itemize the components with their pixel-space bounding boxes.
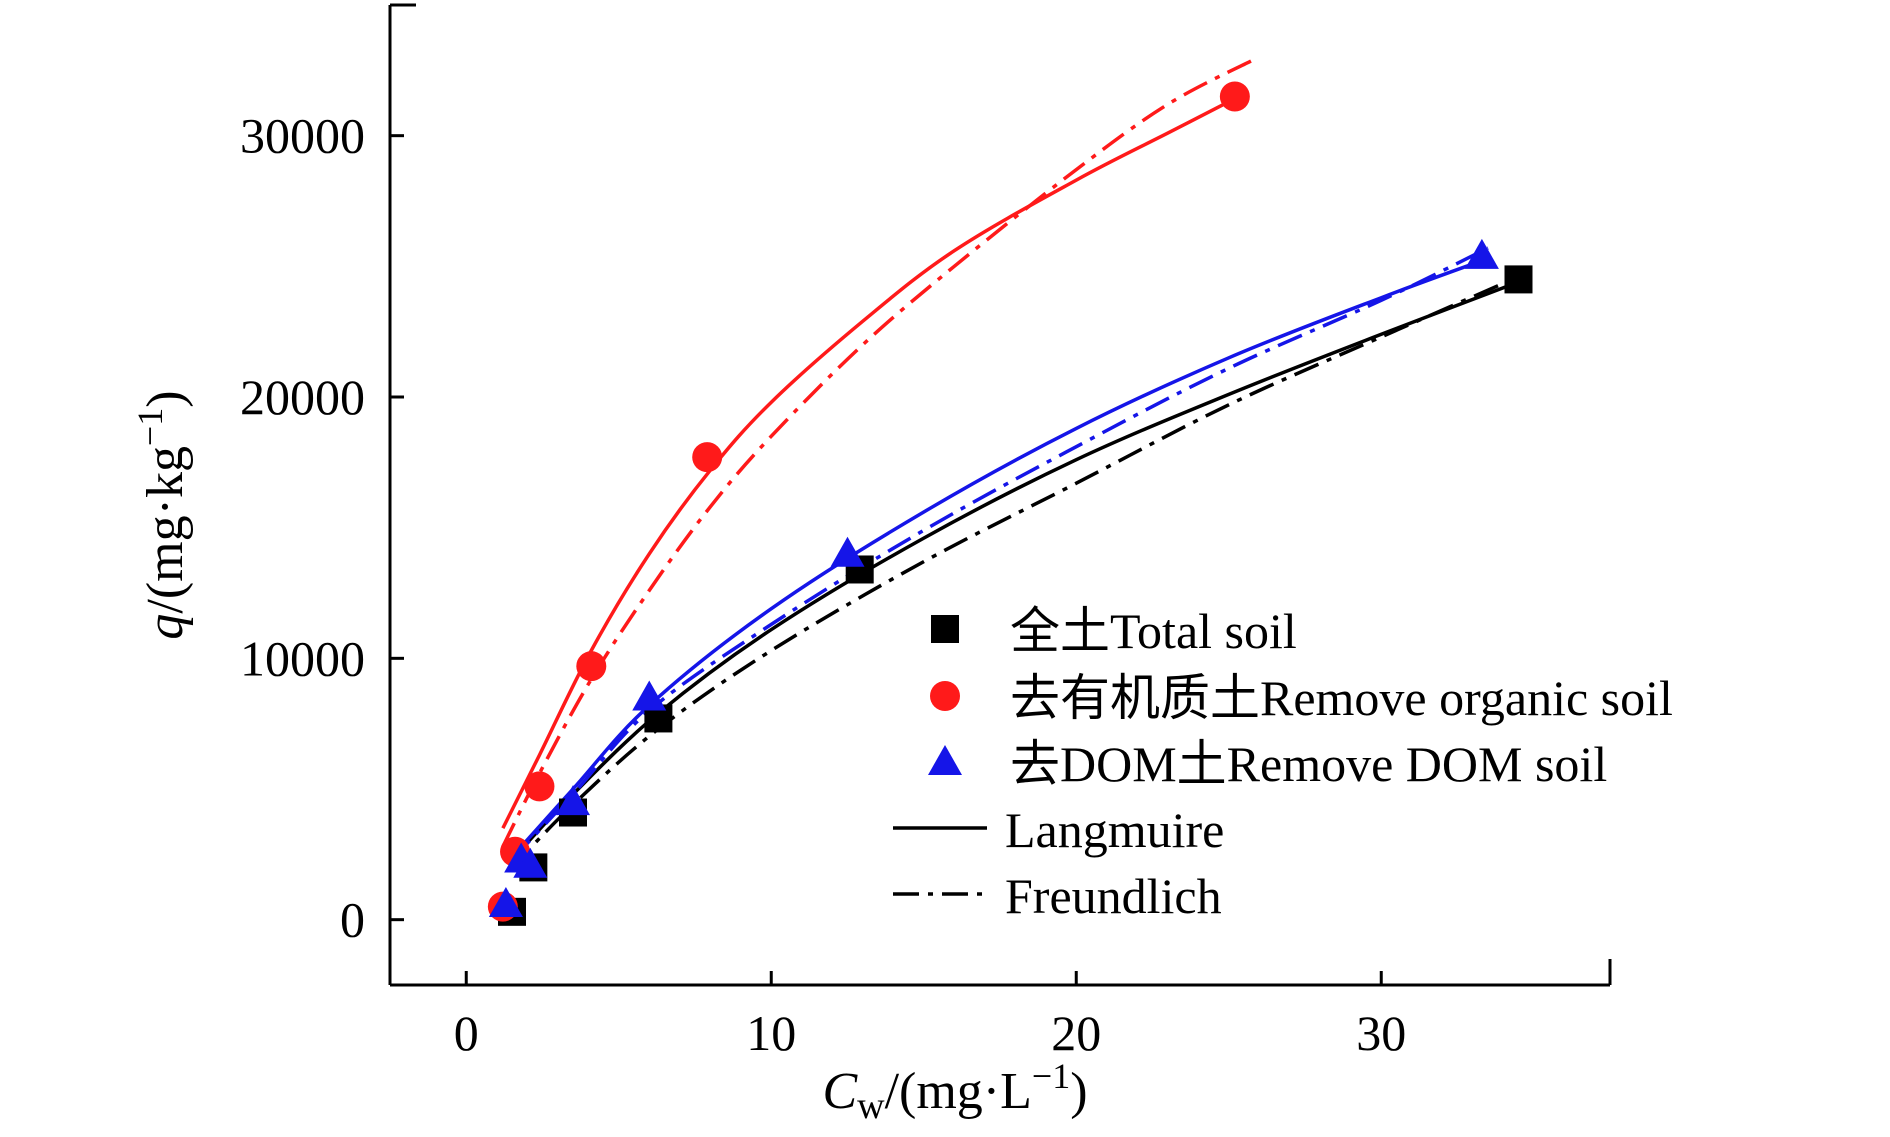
remove-organic-soil-point [524, 771, 555, 802]
legend-label: Langmuire [1005, 802, 1224, 858]
legend-label: Freundlich [1005, 868, 1222, 924]
remove-organic-soil-point [692, 442, 723, 473]
legend-marker-square [931, 615, 959, 643]
y-axis-title: q/(mg·kg−1) [130, 390, 194, 639]
legend-label: 去有机质土Remove organic soil [1010, 670, 1673, 726]
legend-marker-triangle [928, 745, 962, 775]
y-tick-label: 30000 [240, 108, 365, 164]
legend-marker-circle [930, 681, 960, 711]
total-soil-freundlich-curve [510, 275, 1520, 869]
y-tick-label: 20000 [240, 369, 365, 425]
remove-organic-soil-freundlich-curve [501, 58, 1255, 848]
remove-dom-soil-langmuir-curve [510, 256, 1489, 859]
remove-dom-soil-point [556, 785, 590, 816]
remove-dom-soil-point [513, 847, 548, 878]
total-soil-langmuir-curve [510, 280, 1520, 861]
axes: 0 10 20 30 0 10000 20000 30000 [240, 3, 1612, 1061]
x-tick-label: 30 [1356, 1005, 1406, 1061]
total-soil-point [1504, 265, 1533, 294]
x-tick-label: 0 [454, 1005, 479, 1061]
remove-dom-soil-point [830, 536, 865, 567]
legend-label: 全土Total soil [1010, 603, 1297, 659]
x-axis-title: Cw/(mg·L−1) [822, 1056, 1087, 1127]
legend: 全土Total soil 去有机质土Remove organic soil 去DOM… [893, 603, 1673, 924]
remove-dom-soil-point [632, 680, 667, 711]
remove-dom-soil-point [1464, 238, 1499, 269]
legend-label: 去DOM土Remove DOM soil [1010, 736, 1607, 792]
fit-curves [501, 58, 1520, 869]
remove-organic-soil-point [576, 651, 607, 682]
remove-organic-soil-point [1219, 81, 1250, 112]
x-tick-label: 10 [746, 1005, 796, 1061]
y-tick-label: 0 [340, 892, 365, 948]
y-tick-label: 10000 [240, 630, 365, 686]
data-points [487, 81, 1533, 926]
remove-dom-soil-freundlich-curve [510, 246, 1489, 861]
x-tick-label: 20 [1051, 1005, 1101, 1061]
remove-dom-soil-point [488, 886, 523, 917]
